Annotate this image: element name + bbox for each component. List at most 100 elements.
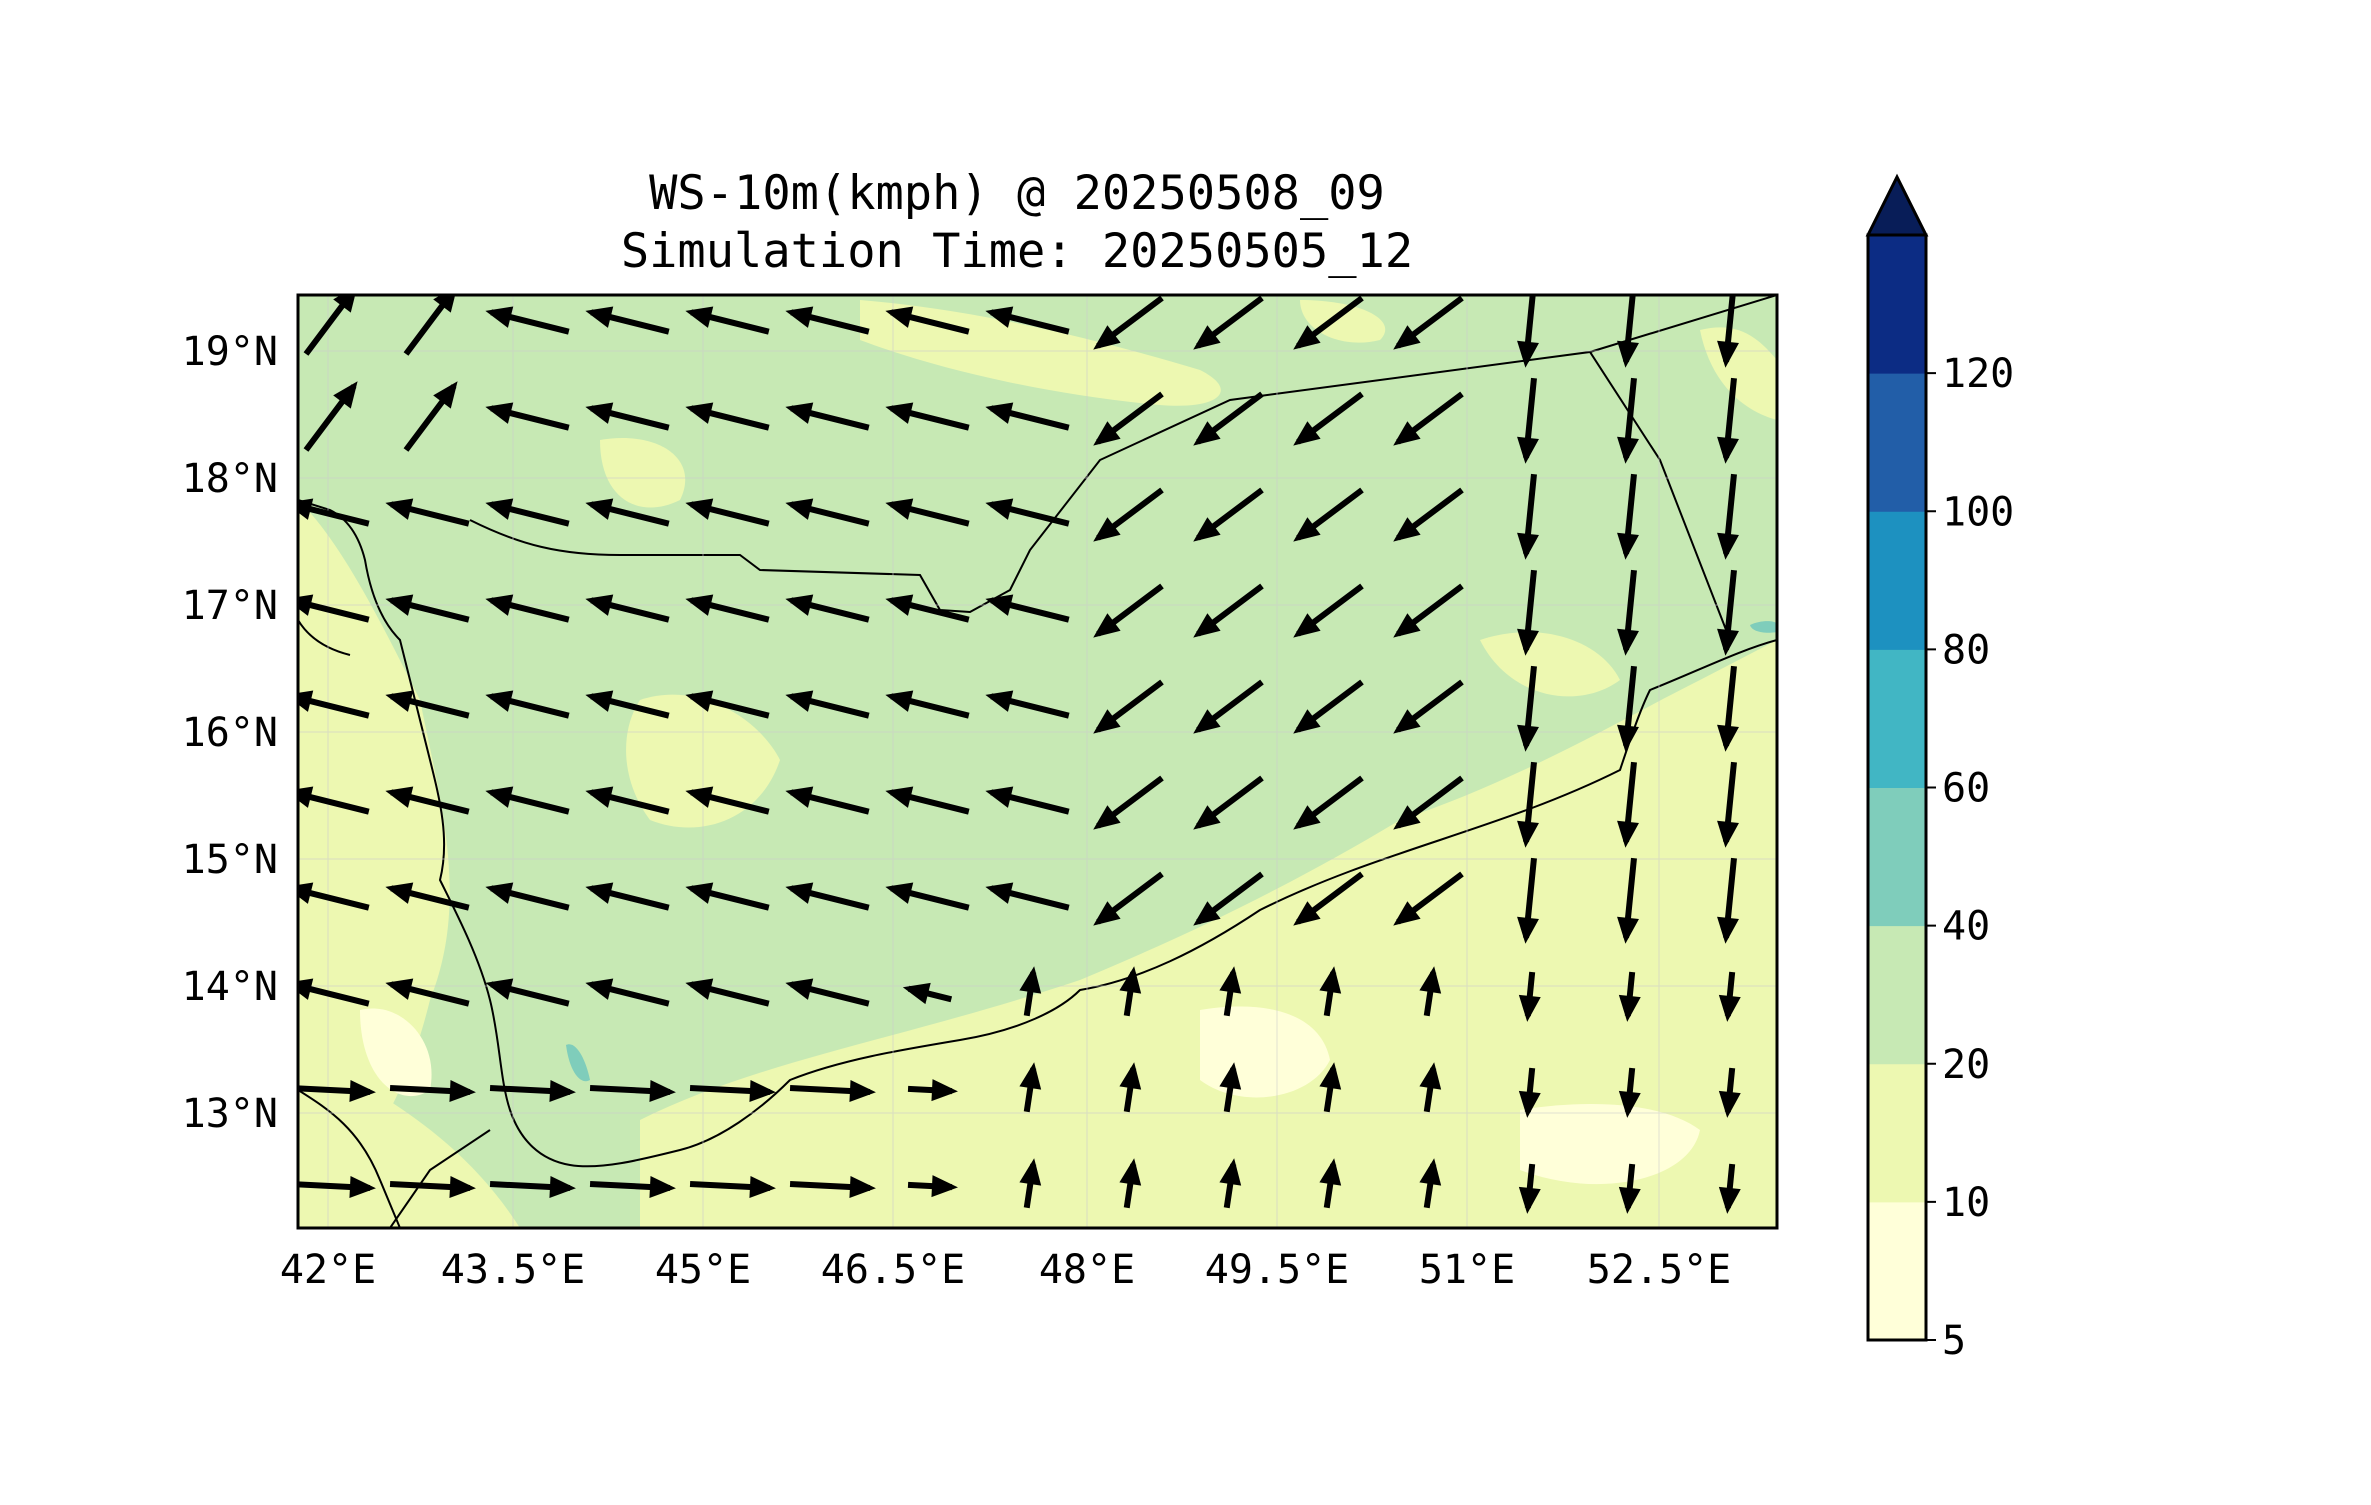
- lat-tick-label: 16°N: [182, 710, 278, 756]
- wind-arrow-head: [985, 594, 1014, 616]
- wind-arrow-head: [385, 594, 414, 616]
- wind-arrow-head: [785, 978, 814, 1000]
- colorbar-tick-label: 20: [1942, 1042, 1990, 1088]
- wind-arrow-head: [385, 786, 414, 808]
- wind-arrow-head: [885, 402, 914, 424]
- lon-ticks: 42°E 43.5°E 45°E 46.5°E 48°E 49.5°E 51°E 52.5°E: [280, 1247, 1731, 1293]
- wind-arrow-head: [1617, 340, 1639, 368]
- title-line2: Simulation Time: 20250505_12: [621, 224, 1413, 279]
- wind-arrow-head: [685, 594, 714, 616]
- wind-arrow-head: [985, 786, 1014, 808]
- wind-arrow-head: [585, 882, 614, 904]
- wind-arrow-head: [449, 1080, 476, 1102]
- boundaries: [298, 295, 1777, 1228]
- wind-arrow-head: [1293, 709, 1321, 734]
- wind-arrow-head: [1393, 901, 1421, 926]
- wind-arrow-head: [785, 306, 814, 328]
- wind-arrow-head: [585, 594, 614, 616]
- wind-arrow-head: [685, 786, 714, 808]
- wind-arrow-head: [1617, 724, 1639, 752]
- wind-arrow-head: [785, 498, 814, 520]
- wind-arrow-head: [885, 306, 914, 328]
- wind-arrow-head: [1393, 709, 1421, 734]
- wind-arrow-head: [333, 295, 356, 313]
- wind-arrow-head: [1093, 421, 1121, 446]
- lat-tick-label: 15°N: [182, 837, 278, 883]
- wind-vectors: [298, 295, 1741, 1214]
- wind-arrow-head: [1093, 901, 1121, 926]
- wind-arrow-head: [1119, 1158, 1142, 1186]
- lon-tick-label: 52.5°E: [1587, 1247, 1732, 1293]
- wind-arrow-head: [485, 306, 514, 328]
- wind-arrow-head: [685, 498, 714, 520]
- wind-arrow-head: [785, 690, 814, 712]
- wind-arrow-head: [1717, 916, 1739, 944]
- colorbar-segment: [1868, 649, 1926, 788]
- wind-arrow-head: [1618, 994, 1641, 1022]
- wind-arrow-head: [298, 690, 314, 712]
- wind-arrow-head: [298, 786, 314, 808]
- wind-arrow-head: [385, 498, 414, 520]
- wind-arrow-head: [785, 882, 814, 904]
- wind-arrow-head: [1193, 805, 1221, 830]
- wind-arrow-head: [1193, 709, 1221, 734]
- wind-arrow-head: [1517, 628, 1539, 656]
- wind-arrow-head: [585, 498, 614, 520]
- colorbar-segment: [1868, 787, 1926, 927]
- wind-arrow-head: [1019, 1158, 1042, 1186]
- wind-arrow-head: [649, 1176, 676, 1198]
- wind-arrow-head: [549, 1080, 576, 1102]
- wind-arrow-head: [985, 882, 1014, 904]
- wind-arrow-head: [1093, 325, 1121, 350]
- wind-arrow-head: [1019, 966, 1042, 994]
- wind-arrow-head: [1717, 628, 1739, 656]
- wind-arrow-head: [1419, 966, 1442, 994]
- wind-arrow-head: [433, 381, 458, 409]
- wind-arrow-head: [1293, 517, 1321, 542]
- wind-arrow-head: [1219, 966, 1242, 994]
- wind-arrow-head: [449, 1176, 476, 1198]
- wind-arrow-head: [1517, 916, 1539, 944]
- wind-arrow-head: [1717, 820, 1739, 848]
- wind-arrow-head: [1618, 1186, 1641, 1214]
- wind-arrow-head: [1393, 325, 1421, 350]
- map-frame: [296, 293, 1779, 1230]
- colorbar-segment: [1868, 925, 1926, 1065]
- wind-arrow-head: [885, 594, 914, 616]
- wind-arrow-head: [1193, 901, 1221, 926]
- wind-arrow-head: [785, 594, 814, 616]
- wind-arrow-head: [298, 882, 314, 904]
- wind-arrow-head: [1393, 421, 1421, 446]
- wind-arrow-head: [1093, 517, 1121, 542]
- lon-tick-label: 51°E: [1419, 1247, 1515, 1293]
- colorbar-tick-label: 60: [1942, 766, 1990, 812]
- wind-arrow-head: [1517, 340, 1539, 368]
- wind-arrow-head: [985, 402, 1014, 424]
- colorbar-segment: [1868, 1063, 1926, 1203]
- wind-arrow-head: [885, 690, 914, 712]
- wind-arrow-head: [485, 498, 514, 520]
- colorbar-segment: [1868, 1201, 1926, 1341]
- wind-arrow-head: [1119, 966, 1142, 994]
- wind-arrow-head: [1717, 436, 1739, 464]
- wind-arrow-head: [1293, 613, 1321, 638]
- lat-tick-label: 13°N: [182, 1091, 278, 1137]
- wind-arrow-head: [849, 1176, 876, 1198]
- wind-arrow-head: [1517, 436, 1539, 464]
- wind-arrow-head: [585, 306, 614, 328]
- lat-ticks: 19°N 18°N 17°N 16°N 15°N 14°N 13°N: [182, 329, 278, 1137]
- wind-arrow-head: [785, 402, 814, 424]
- wind-arrow-head: [1293, 805, 1321, 830]
- colorbar-segment: [1868, 511, 1926, 650]
- wind-arrow-head: [749, 1176, 776, 1198]
- wind-arrow-head: [1617, 916, 1639, 944]
- wind-arrow-head: [1019, 1062, 1042, 1090]
- wind-arrow-head: [902, 982, 931, 1005]
- wind-arrow-head: [333, 381, 358, 409]
- wind-arrow-head: [385, 978, 414, 1000]
- lon-tick-label: 45°E: [655, 1247, 751, 1293]
- wind-arrow-head: [1718, 1186, 1741, 1214]
- wind-arrow-head: [1293, 421, 1321, 446]
